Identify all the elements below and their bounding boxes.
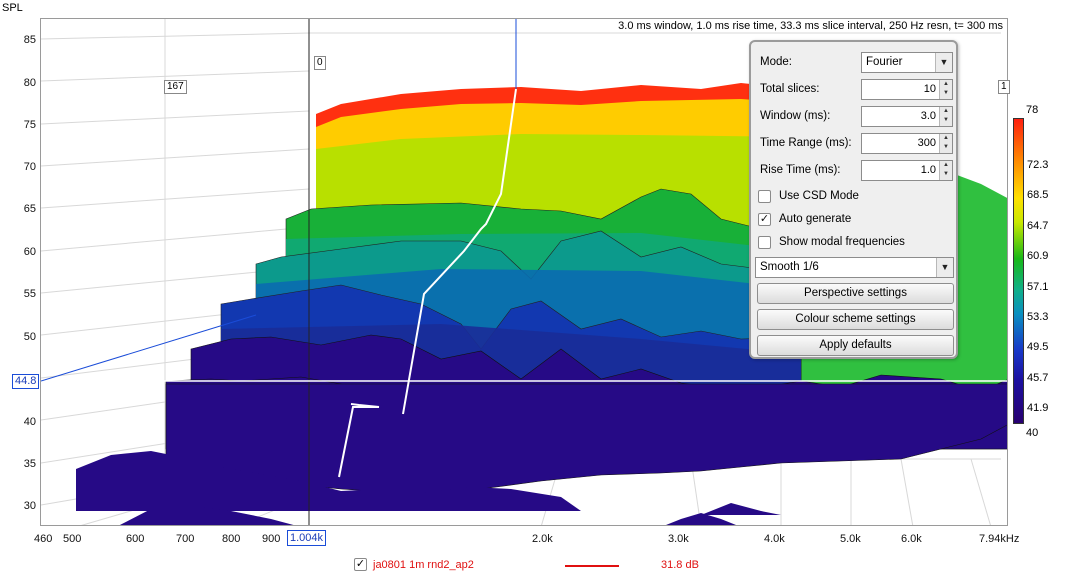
y-tick-label: 65 (23, 203, 36, 215)
chevron-down-icon[interactable]: ▼ (936, 258, 953, 277)
measurement-name: ja0801 1m rnd2_ap2 (373, 559, 474, 571)
x-tick-label: 500 (63, 533, 82, 545)
slice-front (76, 383, 1007, 525)
spin-down-icon[interactable]: ▼ (943, 90, 949, 96)
total-slices-spinner[interactable]: 10 ▲ ▼ (861, 79, 953, 100)
y-tick-label: 80 (23, 77, 36, 89)
depth-label: 1 (998, 80, 1010, 94)
color-scale-max: 78 (1026, 104, 1039, 116)
x-tick-label: 7.94kHz (979, 533, 1020, 545)
mode-label: Mode: (760, 56, 792, 68)
x-tick-label: 6.0k (901, 533, 922, 545)
mode-select[interactable]: Fourier ▼ (861, 52, 953, 73)
waterfall-graph[interactable] (41, 19, 1008, 526)
rise-time-value: 1.0 (920, 164, 936, 176)
total-slices-row: Total slices: 10 ▲ ▼ (758, 79, 954, 101)
analysis-info: 3.0 ms window, 1.0 ms rise time, 33.3 ms… (615, 20, 1006, 32)
legend-line-swatch (565, 565, 619, 567)
time-range-value: 300 (917, 137, 936, 149)
perspective-settings-button[interactable]: Perspective settings (757, 283, 954, 304)
window-row: Window (ms): 3.0 ▲ ▼ (758, 106, 954, 128)
y-tick-label: 40 (23, 416, 36, 428)
x-tick-label: 800 (222, 533, 241, 545)
apply-defaults-button[interactable]: Apply defaults (757, 335, 954, 356)
depth-label: 167 (164, 80, 187, 94)
color-scale-tick: 60.9 (1027, 250, 1049, 262)
x-tick-label: 600 (126, 533, 145, 545)
checkmark-icon[interactable]: ✓ (758, 213, 771, 226)
measurement-legend: ✓ ja0801 1m rnd2_ap2 31.8 dB (354, 557, 754, 575)
mode-row: Mode: Fourier ▼ (758, 52, 954, 74)
x-tick-label: 4.0k (764, 533, 785, 545)
spin-up-icon[interactable]: ▲ (943, 162, 949, 168)
x-tick-label: 2.0k (532, 533, 553, 545)
cursor-perspective-line (41, 314, 257, 382)
auto-generate-checkbox[interactable]: ✓ Auto generate (758, 211, 954, 229)
y-tick-label: 70 (23, 161, 36, 173)
checkbox-box[interactable] (758, 236, 771, 249)
spin-down-icon[interactable]: ▼ (943, 144, 949, 150)
color-scale-tick: 72.3 (1027, 159, 1049, 171)
y-tick-label: 60 (23, 246, 36, 258)
smoothing-value: Smooth 1/6 (760, 261, 819, 273)
rise-time-row: Rise Time (ms): 1.0 ▲ ▼ (758, 160, 954, 182)
window-label: Window (ms): (760, 110, 831, 122)
csd-mode-checkbox[interactable]: Use CSD Mode (758, 188, 954, 206)
color-scale-tick: 57.1 (1027, 281, 1049, 293)
color-scale-tick: 64.7 (1027, 220, 1049, 232)
measurement-level: 31.8 dB (661, 559, 699, 571)
peak-trace-segment (338, 403, 380, 478)
rise-time-spinner[interactable]: 1.0 ▲ ▼ (861, 160, 953, 181)
depth-label: 0 (314, 56, 326, 70)
window-value: 3.0 (920, 110, 936, 122)
time-range-spinner[interactable]: 300 ▲ ▼ (861, 133, 953, 154)
color-scale-min: 40 (1026, 427, 1039, 439)
x-tick-label: 460 (34, 533, 53, 545)
csd-mode-label: Use CSD Mode (779, 190, 859, 202)
cursor-y-value: 44.8 (12, 374, 40, 389)
window-spinner[interactable]: 3.0 ▲ ▼ (861, 106, 953, 127)
y-tick-label: 30 (23, 500, 36, 512)
waterfall-controls-panel: Mode: Fourier ▼ Total slices: 10 ▲ ▼ Wind… (749, 40, 958, 359)
color-scale-tick: 41.9 (1027, 402, 1049, 414)
spin-up-icon[interactable]: ▲ (943, 81, 949, 87)
x-tick-label: 5.0k (840, 533, 861, 545)
auto-generate-label: Auto generate (779, 213, 852, 225)
modal-frequencies-label: Show modal frequencies (779, 236, 905, 248)
y-tick-label: 55 (23, 288, 36, 300)
color-scale-tick: 45.7 (1027, 372, 1049, 384)
time-range-row: Time Range (ms): 300 ▲ ▼ (758, 133, 954, 155)
y-axis-title: SPL (2, 2, 23, 14)
colour-scheme-settings-button[interactable]: Colour scheme settings (757, 309, 954, 330)
modal-frequencies-checkbox[interactable]: Show modal frequencies (758, 234, 954, 252)
peak-trace-line (402, 88, 517, 415)
total-slices-value: 10 (923, 83, 936, 95)
color-scale-tick: 53.3 (1027, 311, 1049, 323)
chevron-down-icon[interactable]: ▼ (935, 53, 952, 72)
total-slices-label: Total slices: (760, 83, 820, 95)
spin-up-icon[interactable]: ▲ (943, 135, 949, 141)
y-tick-label: 35 (23, 458, 36, 470)
x-tick-label: 700 (176, 533, 195, 545)
y-tick-label: 50 (23, 331, 36, 343)
x-tick-label: 3.0k (668, 533, 689, 545)
rise-time-label: Rise Time (ms): (760, 164, 841, 176)
spin-down-icon[interactable]: ▼ (943, 117, 949, 123)
mode-value: Fourier (866, 56, 903, 68)
spin-down-icon[interactable]: ▼ (943, 171, 949, 177)
x-tick-label: 900 (262, 533, 281, 545)
checkbox-box[interactable] (758, 190, 771, 203)
cursor-x-value: 1.004k (287, 530, 327, 546)
y-tick-label: 75 (23, 119, 36, 131)
color-scale-tick: 49.5 (1027, 341, 1049, 353)
color-scale-bar (1013, 118, 1024, 424)
y-tick-label: 85 (23, 34, 36, 46)
time-range-label: Time Range (ms): (760, 137, 852, 149)
color-scale-tick: 68.5 (1027, 189, 1049, 201)
smoothing-select[interactable]: Smooth 1/6 ▼ (755, 257, 954, 278)
spin-up-icon[interactable]: ▲ (943, 108, 949, 114)
legend-checkbox[interactable]: ✓ (354, 558, 367, 571)
